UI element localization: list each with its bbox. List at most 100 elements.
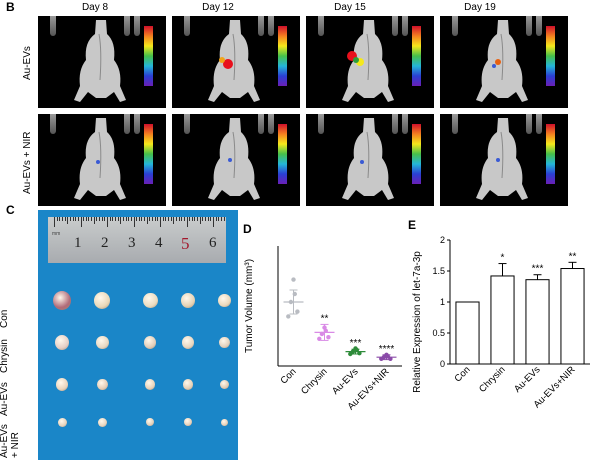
ruler-tick bbox=[80, 217, 82, 227]
ruler-tick bbox=[160, 217, 161, 227]
ruler-tick bbox=[109, 217, 111, 221]
ruler-tick bbox=[167, 217, 169, 221]
y-tick-label: 1.5 bbox=[432, 266, 445, 276]
x-tick-label: Au-EVs bbox=[330, 366, 361, 397]
ruler-tick bbox=[128, 217, 130, 221]
y-tick-label: 0 bbox=[440, 359, 445, 369]
ruler-tick bbox=[154, 217, 156, 221]
tumor-specimen bbox=[218, 336, 230, 349]
ruler-tick bbox=[141, 217, 143, 221]
data-point bbox=[348, 351, 353, 357]
tumor-specimen bbox=[219, 379, 229, 389]
imaging-panel bbox=[306, 16, 434, 108]
tube-shape bbox=[536, 16, 542, 36]
ruler-tick bbox=[96, 217, 98, 221]
panel-c-label: C bbox=[6, 203, 15, 217]
ruler-tick bbox=[213, 217, 214, 227]
ruler-number-1: 1 bbox=[74, 235, 82, 251]
data-point bbox=[323, 328, 328, 333]
tumor-specimen bbox=[95, 335, 109, 350]
ruler-tick bbox=[75, 217, 77, 221]
tube-shape bbox=[124, 16, 130, 36]
tube-shape bbox=[452, 114, 458, 134]
tumor-specimen bbox=[181, 293, 195, 308]
ruler-tick bbox=[162, 217, 164, 221]
tube-shape bbox=[392, 114, 398, 134]
ruler-tick bbox=[88, 217, 90, 221]
tumor-specimen bbox=[94, 292, 110, 309]
ruler-tick bbox=[117, 217, 119, 221]
tumor-specimen bbox=[55, 335, 69, 350]
ruler-unit: mm bbox=[52, 231, 61, 237]
ruler-tick bbox=[83, 217, 85, 221]
bar bbox=[455, 301, 480, 365]
bar bbox=[490, 275, 515, 365]
ruler-tick bbox=[175, 217, 177, 221]
ruler-tick bbox=[170, 217, 172, 221]
ruler-tick bbox=[136, 217, 138, 221]
ruler-tick bbox=[157, 217, 159, 221]
ruler-tick bbox=[112, 217, 114, 221]
tube-shape bbox=[258, 16, 264, 36]
y-tick-label: 2 bbox=[440, 235, 445, 245]
fluorescence-spot bbox=[360, 160, 364, 164]
intensity-scale-bar bbox=[412, 26, 421, 86]
ruler-tick bbox=[144, 217, 146, 221]
tumor-specimen bbox=[145, 379, 155, 390]
y-tick-label: 1 bbox=[440, 297, 445, 307]
ruler-tick bbox=[59, 217, 61, 221]
y-axis-title: Relative Expression of let-7a-3p bbox=[412, 251, 423, 393]
group-label-auevs-nir: Au-EVs + NIR bbox=[0, 424, 21, 458]
imaging-panel bbox=[172, 114, 300, 206]
ruler-number-2: 2 bbox=[101, 235, 109, 251]
bar bbox=[560, 268, 585, 365]
ruler-tick bbox=[122, 217, 124, 221]
ruler-tick bbox=[220, 217, 222, 221]
ruler-tick bbox=[85, 217, 87, 221]
data-point bbox=[286, 314, 291, 319]
panel-b-label: B bbox=[6, 0, 15, 14]
tube-shape bbox=[134, 114, 140, 134]
relative-expression-chart: 0 0.5 1 1.5 2 Relative Expression of let-7a-3… bbox=[412, 235, 590, 410]
tumor-specimen bbox=[57, 417, 67, 427]
ruler: mm 1 2 3 4 5 6 bbox=[48, 217, 226, 263]
tumor-specimen bbox=[182, 336, 194, 349]
tube-shape bbox=[402, 114, 408, 134]
tumor-specimen bbox=[146, 418, 154, 427]
row-label-auevs-nir: Au-EVs + NIR bbox=[22, 131, 33, 194]
tube-shape bbox=[268, 114, 274, 134]
ruler-tick bbox=[202, 217, 204, 221]
fluorescence-spot bbox=[356, 58, 364, 66]
significance-label: * bbox=[501, 253, 505, 264]
ruler-tick bbox=[56, 217, 58, 221]
mouse-image bbox=[74, 118, 126, 200]
panel-d-label: D bbox=[243, 222, 252, 236]
mouse-image bbox=[476, 20, 528, 102]
ruler-tick bbox=[133, 217, 135, 227]
intensity-scale-bar bbox=[144, 26, 153, 86]
ruler-tick bbox=[104, 217, 106, 221]
ruler-number-3: 3 bbox=[128, 235, 136, 251]
intensity-scale-bar bbox=[546, 124, 555, 184]
data-point bbox=[295, 309, 300, 314]
tube-shape bbox=[184, 16, 190, 36]
significance-label: *** bbox=[350, 338, 362, 349]
data-point bbox=[357, 351, 362, 356]
day-label-3: Day 15 bbox=[334, 2, 366, 13]
tube-shape bbox=[50, 114, 56, 134]
data-point bbox=[379, 356, 384, 361]
ruler-tick bbox=[114, 217, 116, 221]
significance-label: **** bbox=[379, 344, 395, 355]
mouse-image bbox=[342, 20, 394, 102]
ruler-number-4: 4 bbox=[155, 235, 163, 251]
tumor-specimen bbox=[220, 418, 228, 426]
tumor-specimen bbox=[144, 336, 156, 349]
ruler-tick bbox=[189, 217, 191, 221]
panel-e-label: E bbox=[408, 218, 417, 232]
ruler-tick bbox=[210, 217, 212, 221]
ruler-tick bbox=[64, 217, 66, 221]
ruler-tick bbox=[181, 217, 183, 221]
data-point bbox=[354, 347, 359, 353]
imaging-panel bbox=[440, 114, 568, 206]
ruler-tick bbox=[207, 217, 209, 221]
